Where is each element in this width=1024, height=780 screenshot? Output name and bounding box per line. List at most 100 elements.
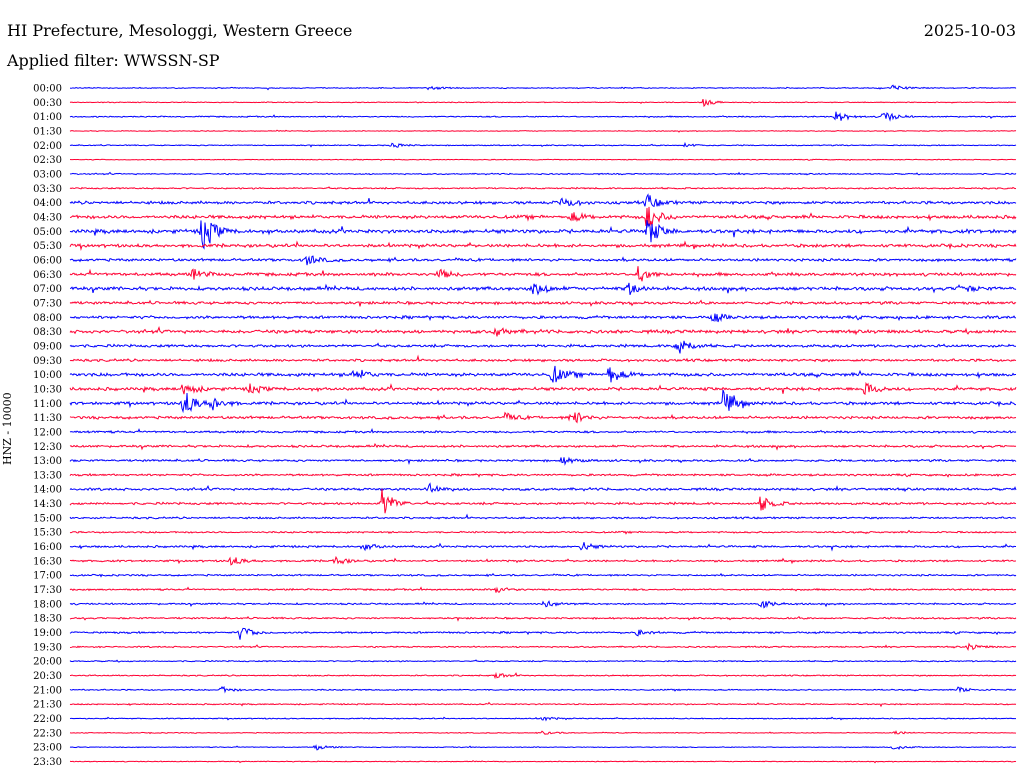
trace-line-1430 <box>69 488 1017 514</box>
trace-line-0100 <box>69 111 1017 122</box>
trace-line-0800 <box>69 313 1017 323</box>
time-tick-label: 02:00 <box>33 141 62 152</box>
time-tick-label: 18:30 <box>33 614 62 625</box>
trace-line-1930 <box>69 642 1017 652</box>
time-tick-label: 23:30 <box>33 757 62 768</box>
time-tick-label: 12:00 <box>33 427 62 438</box>
trace-line-1200 <box>69 427 1017 435</box>
time-tick-label: 09:30 <box>33 356 62 367</box>
time-tick-label: 00:00 <box>33 84 62 95</box>
trace-line-1030 <box>69 381 1017 395</box>
filter-label: Applied filter: WWSSN-SP <box>7 51 220 70</box>
time-tick-label: 18:00 <box>33 599 62 610</box>
time-tick-label: 01:30 <box>33 126 62 137</box>
trace-line-1630 <box>69 555 1017 566</box>
time-tick-label: 03:00 <box>33 169 62 180</box>
time-tick-label: 13:00 <box>33 456 62 467</box>
trace-line-0330 <box>69 186 1017 190</box>
trace-line-0830 <box>69 325 1017 337</box>
time-tick-label: 01:00 <box>33 112 62 123</box>
time-tick-label: 13:30 <box>33 470 62 481</box>
time-tick-label: 20:30 <box>33 671 62 682</box>
trace-line-0630 <box>69 266 1017 282</box>
time-tick-label: 20:00 <box>33 657 62 668</box>
trace-line-1230 <box>69 442 1017 451</box>
trace-line-0730 <box>69 299 1017 307</box>
time-tick-label: 15:30 <box>33 528 62 539</box>
trace-line-1100 <box>69 389 1017 414</box>
time-tick-label: 02:30 <box>33 155 62 166</box>
trace-line-1330 <box>69 472 1017 478</box>
time-tick-label: 05:00 <box>33 227 62 238</box>
time-tick-label: 21:00 <box>33 685 62 696</box>
time-tick-label: 19:30 <box>33 642 62 653</box>
trace-line-1700 <box>69 572 1017 578</box>
time-tick-label: 00:30 <box>33 98 62 109</box>
trace-line-0300 <box>69 171 1017 176</box>
trace-line-0030 <box>69 98 1017 108</box>
trace-line-0000 <box>69 84 1017 91</box>
trace-line-1130 <box>69 411 1017 424</box>
station-title: HI Prefecture, Mesologgi, Western Greece <box>7 21 353 40</box>
trace-line-2330 <box>69 760 1017 764</box>
time-tick-label: 10:00 <box>33 370 62 381</box>
time-tick-label: 16:30 <box>33 556 62 567</box>
time-tick-label: 14:30 <box>33 499 62 510</box>
trace-line-1800 <box>69 600 1017 609</box>
time-tick-label: 22:30 <box>33 728 62 739</box>
trace-line-1500 <box>69 513 1017 520</box>
time-tick-label: 14:00 <box>33 485 62 496</box>
trace-line-0530 <box>69 240 1017 251</box>
trace-line-2130 <box>69 701 1017 708</box>
time-tick-label: 19:00 <box>33 628 62 639</box>
time-tick-label: 05:30 <box>33 241 62 252</box>
trace-line-0230 <box>69 158 1017 161</box>
trace-line-1400 <box>69 482 1017 493</box>
time-tick-label: 04:00 <box>33 198 62 209</box>
time-tick-label: 09:00 <box>33 341 62 352</box>
time-tick-label: 04:30 <box>33 212 62 223</box>
time-tick-label: 17:00 <box>33 571 62 582</box>
time-tick-label: 15:00 <box>33 513 62 524</box>
trace-line-0930 <box>69 354 1017 363</box>
time-tick-label: 12:30 <box>33 442 62 453</box>
trace-line-0900 <box>69 340 1017 354</box>
trace-line-0600 <box>69 255 1017 266</box>
time-tick-label: 03:30 <box>33 184 62 195</box>
trace-line-0700 <box>69 282 1017 296</box>
time-tick-label: 22:00 <box>33 714 62 725</box>
trace-line-1300 <box>69 456 1017 466</box>
time-tick-label: 21:30 <box>33 700 62 711</box>
time-tick-label: 11:30 <box>33 413 62 424</box>
time-tick-label: 06:00 <box>33 255 62 266</box>
time-tick-label: 07:30 <box>33 298 62 309</box>
time-tick-label: 08:00 <box>33 313 62 324</box>
trace-line-0130 <box>69 129 1017 133</box>
trace-line-1600 <box>69 542 1017 552</box>
time-tick-label: 17:30 <box>33 585 62 596</box>
trace-line-1000 <box>69 365 1017 383</box>
trace-line-0430 <box>69 206 1017 227</box>
time-tick-label: 07:00 <box>33 284 62 295</box>
trace-line-1830 <box>69 615 1017 622</box>
trace-line-2000 <box>69 659 1017 663</box>
trace-line-0200 <box>69 141 1017 148</box>
trace-line-2030 <box>69 671 1017 680</box>
trace-line-1530 <box>69 529 1017 535</box>
trace-line-1900 <box>69 627 1017 640</box>
time-tick-label: 10:30 <box>33 384 62 395</box>
trace-line-0500 <box>69 220 1017 250</box>
time-tick-label: 08:30 <box>33 327 62 338</box>
date-label: 2025-10-03 <box>923 21 1016 40</box>
time-tick-label: 23:00 <box>33 743 62 754</box>
time-tick-label: 16:00 <box>33 542 62 553</box>
trace-line-0400 <box>69 193 1017 208</box>
trace-line-2230 <box>69 730 1017 735</box>
time-tick-label: 11:00 <box>33 399 62 410</box>
time-tick-label: 06:30 <box>33 270 62 281</box>
trace-line-1730 <box>69 586 1017 593</box>
trace-line-2100 <box>69 685 1017 694</box>
trace-line-2300 <box>69 744 1017 751</box>
trace-line-2200 <box>69 716 1017 722</box>
